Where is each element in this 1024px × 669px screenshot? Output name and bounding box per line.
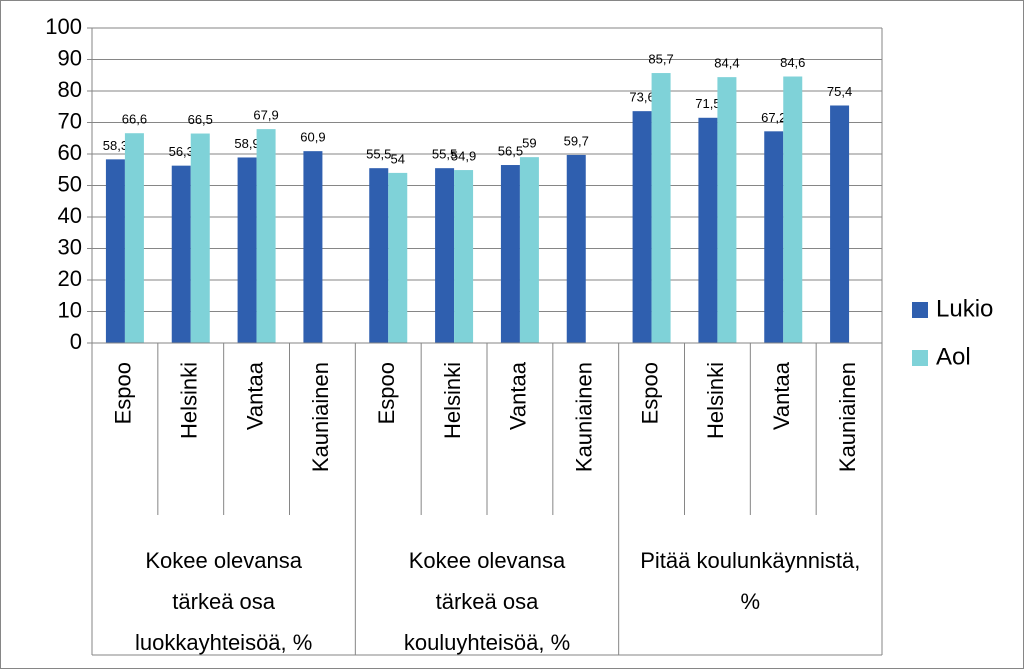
y-tick-label: 90 — [58, 45, 82, 70]
x-tick-label: Helsinki — [703, 362, 728, 439]
data-label: 58,3 — [103, 138, 128, 153]
group-label: Pitää koulunkäynnistä, % — [640, 548, 861, 614]
bar — [171, 165, 191, 343]
data-label: 85,7 — [648, 51, 673, 66]
bar — [190, 133, 210, 343]
data-label: 67,9 — [253, 108, 278, 123]
y-tick-label: 30 — [58, 234, 82, 259]
bar — [566, 154, 586, 343]
y-tick-label: 80 — [58, 77, 82, 102]
x-tick-label: Vantaa — [506, 361, 531, 430]
data-label: 75,4 — [827, 84, 852, 99]
x-tick-label: Kauniainen — [572, 362, 597, 472]
legend-swatch — [912, 350, 928, 366]
y-tick-label: 100 — [45, 14, 82, 39]
data-label: 56,5 — [498, 143, 523, 158]
data-label: 56,3 — [169, 144, 194, 159]
x-tick-label: Vantaa — [769, 361, 794, 430]
data-label: 67,2 — [761, 110, 786, 125]
data-label: 55,5 — [432, 147, 457, 162]
x-tick-label: Espoo — [111, 362, 136, 424]
data-label: 55,5 — [366, 147, 391, 162]
x-tick-label: Kauniainen — [835, 362, 860, 472]
legend-label: Aol — [936, 343, 971, 370]
group-label: Kokee olevansa tärkeä osa kouluyhteisöä,… — [403, 548, 571, 655]
bar — [519, 157, 539, 343]
bar — [369, 168, 389, 343]
data-label: 66,5 — [188, 112, 213, 127]
bar — [237, 157, 257, 343]
bar — [651, 73, 671, 344]
data-label: 84,6 — [780, 55, 805, 70]
y-tick-label: 10 — [58, 297, 82, 322]
data-label: 60,9 — [300, 130, 325, 145]
bar — [435, 168, 455, 343]
x-tick-label: Helsinki — [440, 362, 465, 439]
bar — [783, 76, 803, 343]
data-label: 59,7 — [564, 133, 589, 148]
bar — [764, 131, 784, 343]
x-tick-label: Espoo — [374, 362, 399, 424]
y-tick-label: 50 — [58, 171, 82, 196]
legend-swatch — [912, 302, 928, 318]
x-tick-label: Espoo — [637, 362, 662, 424]
bar — [717, 77, 737, 343]
bar — [303, 151, 323, 343]
bar — [500, 165, 520, 343]
y-tick-label: 60 — [58, 140, 82, 165]
y-tick-label: 70 — [58, 108, 82, 133]
bar — [105, 159, 125, 343]
bar — [124, 133, 144, 343]
bar — [388, 172, 408, 343]
data-label: 73,6 — [629, 90, 654, 105]
bar — [454, 170, 474, 343]
data-label: 59 — [522, 136, 536, 151]
x-tick-label: Vantaa — [242, 361, 267, 430]
x-tick-label: Helsinki — [177, 362, 202, 439]
group-label: Kokee olevansa tärkeä osa luokkayhteisöä… — [135, 548, 313, 655]
bar — [830, 105, 850, 344]
x-tick-label: Kauniainen — [308, 362, 333, 472]
bar — [698, 117, 718, 344]
y-tick-label: 40 — [58, 203, 82, 228]
data-label: 71,5 — [695, 96, 720, 111]
bar — [632, 111, 652, 343]
legend-label: Lukio — [936, 295, 993, 322]
data-label: 84,4 — [714, 56, 739, 71]
data-label: 54,9 — [451, 149, 476, 164]
y-tick-label: 0 — [70, 329, 82, 354]
y-tick-label: 20 — [58, 266, 82, 291]
bar — [256, 129, 276, 343]
data-label: 66,6 — [122, 112, 147, 127]
data-label: 58,9 — [234, 136, 259, 151]
data-label: 54 — [391, 151, 405, 166]
